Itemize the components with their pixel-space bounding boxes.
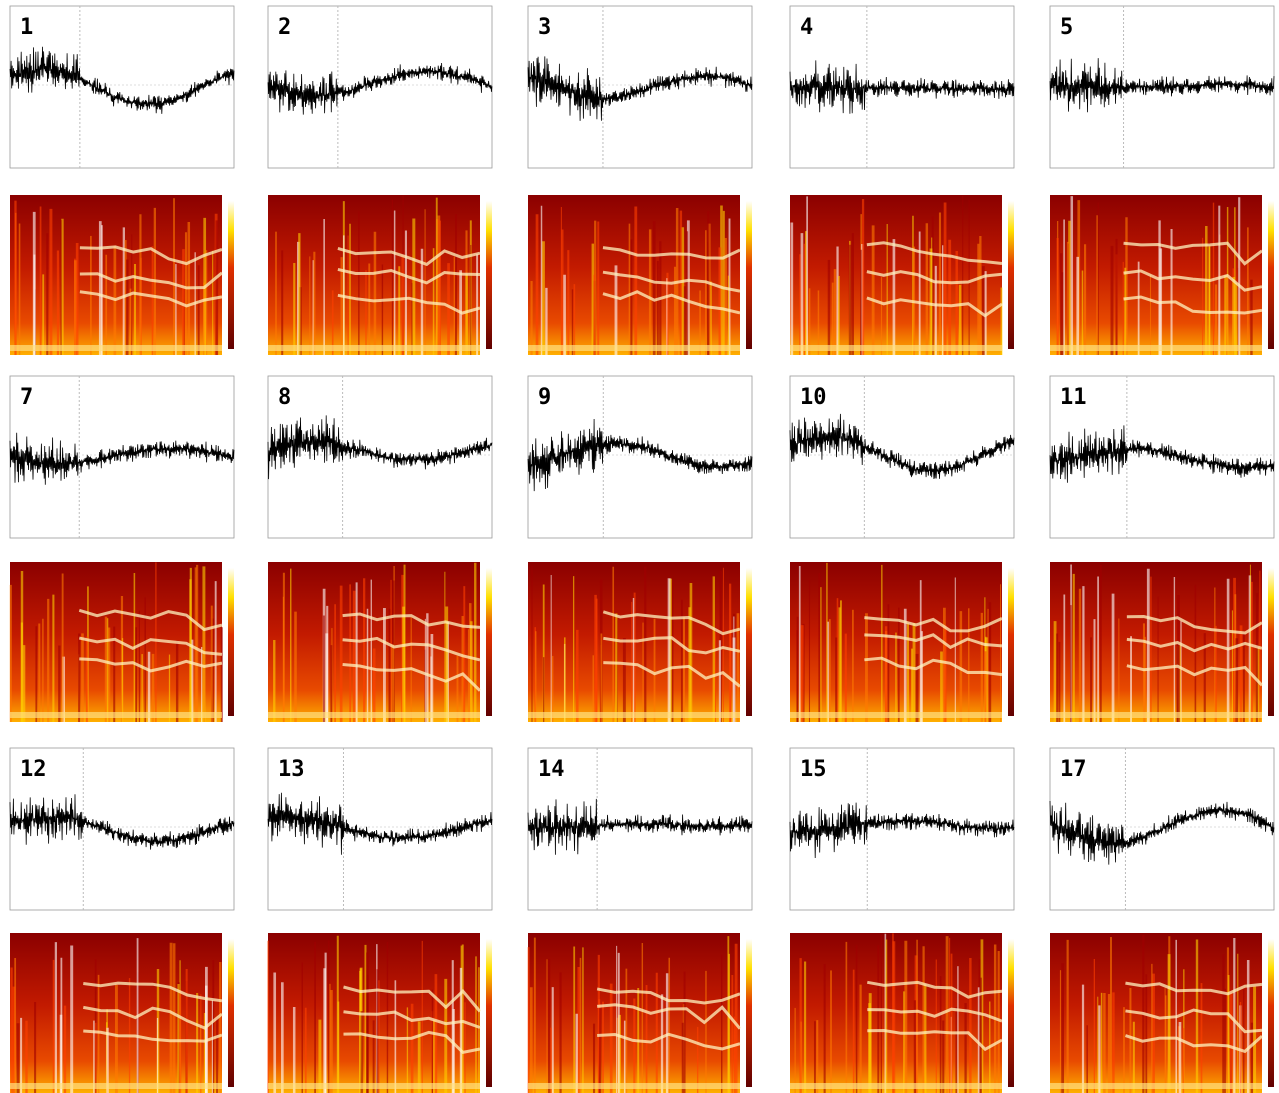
- spectrogram-bottom-band: [528, 1083, 740, 1089]
- spectrogram-bottom-band: [790, 1083, 1002, 1089]
- panel-label: 10: [800, 385, 827, 410]
- panel-label: 14: [538, 757, 565, 782]
- spectrogram-bottom-band: [268, 345, 480, 351]
- colorbar: [1268, 201, 1274, 349]
- spectrogram-bottom-band: [1050, 1083, 1262, 1089]
- panel: 5: [1050, 6, 1274, 355]
- colorbar: [1268, 939, 1274, 1087]
- spectrogram-bottom-band: [10, 1083, 222, 1089]
- panel: 14: [528, 748, 752, 1093]
- panel: 17: [1050, 748, 1274, 1093]
- spectrogram: [1050, 562, 1262, 722]
- panel-label: 5: [1060, 15, 1073, 40]
- panel: 8: [268, 376, 492, 722]
- spectrogram-bottom-band: [268, 1083, 480, 1089]
- colorbar: [486, 568, 492, 716]
- spectrogram-bottom-band: [268, 712, 480, 718]
- spectrogram-bottom-band: [1050, 712, 1262, 718]
- panel: 15: [790, 748, 1014, 1093]
- spectrogram-bottom-band: [528, 345, 740, 351]
- panel: 7: [10, 376, 234, 722]
- spectrogram-bottom-band: [1050, 345, 1262, 351]
- spectrogram-bottom-band: [528, 712, 740, 718]
- colorbar: [1008, 939, 1014, 1087]
- panel: 9: [528, 376, 752, 722]
- panel-label: 4: [800, 15, 813, 40]
- panel: 3: [528, 6, 752, 355]
- panel: 13: [268, 748, 492, 1093]
- colorbar: [486, 201, 492, 349]
- colorbar: [486, 939, 492, 1087]
- spectrogram-bottom-band: [790, 345, 1002, 351]
- panel: 10: [790, 376, 1014, 722]
- colorbar: [228, 939, 234, 1087]
- colorbar: [1008, 568, 1014, 716]
- spectrogram: [790, 195, 1002, 355]
- waveform-frame: [10, 376, 234, 538]
- colorbar: [228, 568, 234, 716]
- panel-label: 11: [1060, 385, 1087, 410]
- panel-label: 17: [1060, 757, 1087, 782]
- panel-label: 2: [278, 15, 291, 40]
- colorbar: [1008, 201, 1014, 349]
- panel: 12: [10, 748, 234, 1093]
- colorbar: [746, 568, 752, 716]
- panel: 1: [10, 6, 234, 355]
- panel-label: 13: [278, 757, 305, 782]
- panel-label: 3: [538, 15, 551, 40]
- waveform-frame: [268, 376, 492, 538]
- panel-label: 7: [20, 385, 33, 410]
- colorbar: [746, 201, 752, 349]
- panel: 4: [790, 6, 1014, 355]
- spectrogram-bottom-band: [10, 345, 222, 351]
- colorbar: [746, 939, 752, 1087]
- panel-label: 15: [800, 757, 827, 782]
- panel: 2: [268, 6, 492, 355]
- spectrogram-bottom-band: [10, 712, 222, 718]
- spectrogram-bottom-band: [790, 712, 1002, 718]
- panel-label: 12: [20, 757, 47, 782]
- panel-label: 8: [278, 385, 291, 410]
- panel-label: 9: [538, 385, 551, 410]
- colorbar: [1268, 568, 1274, 716]
- figure: 1234578910111213141517: [0, 0, 1279, 1093]
- panel: 11: [1050, 376, 1274, 722]
- colorbar: [228, 201, 234, 349]
- panel-label: 1: [20, 15, 33, 40]
